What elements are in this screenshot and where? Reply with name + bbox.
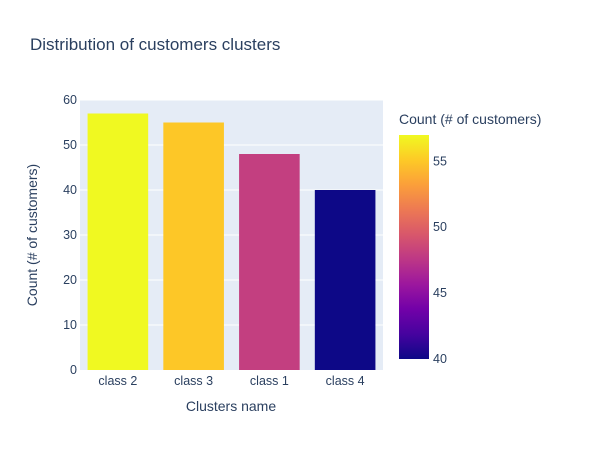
bars bbox=[87, 113, 376, 370]
x-tick-label: class 2 bbox=[98, 374, 137, 388]
bar-class-3 bbox=[163, 122, 224, 370]
colorbar-tick-label: 40 bbox=[433, 352, 447, 366]
colorbar-tick-label: 55 bbox=[433, 154, 447, 168]
y-tick-label: 30 bbox=[63, 228, 77, 242]
y-tick-label: 50 bbox=[63, 138, 77, 152]
x-tick-label: class 3 bbox=[174, 374, 213, 388]
y-tick-label: 20 bbox=[63, 273, 77, 287]
bar-class-1 bbox=[239, 154, 300, 370]
y-tick-label: 0 bbox=[70, 363, 77, 377]
x-tick-label: class 4 bbox=[326, 374, 365, 388]
y-tick-labels: 0 10 20 30 40 50 60 bbox=[63, 93, 77, 377]
chart-title: Distribution of customers clusters bbox=[30, 35, 280, 54]
y-tick-label: 60 bbox=[63, 93, 77, 107]
x-tick-labels: class 2 class 3 class 1 class 4 bbox=[98, 374, 364, 388]
x-axis-title: Clusters name bbox=[186, 398, 276, 414]
y-axis-title: Count (# of customers) bbox=[24, 164, 40, 306]
colorbar-tick-label: 50 bbox=[433, 220, 447, 234]
x-tick-label: class 1 bbox=[250, 374, 289, 388]
bar-class-4 bbox=[314, 190, 376, 370]
bar-class-2 bbox=[87, 113, 149, 370]
colorbar-tick-label: 45 bbox=[433, 286, 447, 300]
y-tick-label: 40 bbox=[63, 183, 77, 197]
colorbar-title: Count (# of customers) bbox=[399, 111, 541, 127]
colorbar bbox=[399, 135, 429, 359]
colorbar-tick-labels: 40 45 50 55 bbox=[433, 154, 447, 366]
y-tick-label: 10 bbox=[63, 318, 77, 332]
